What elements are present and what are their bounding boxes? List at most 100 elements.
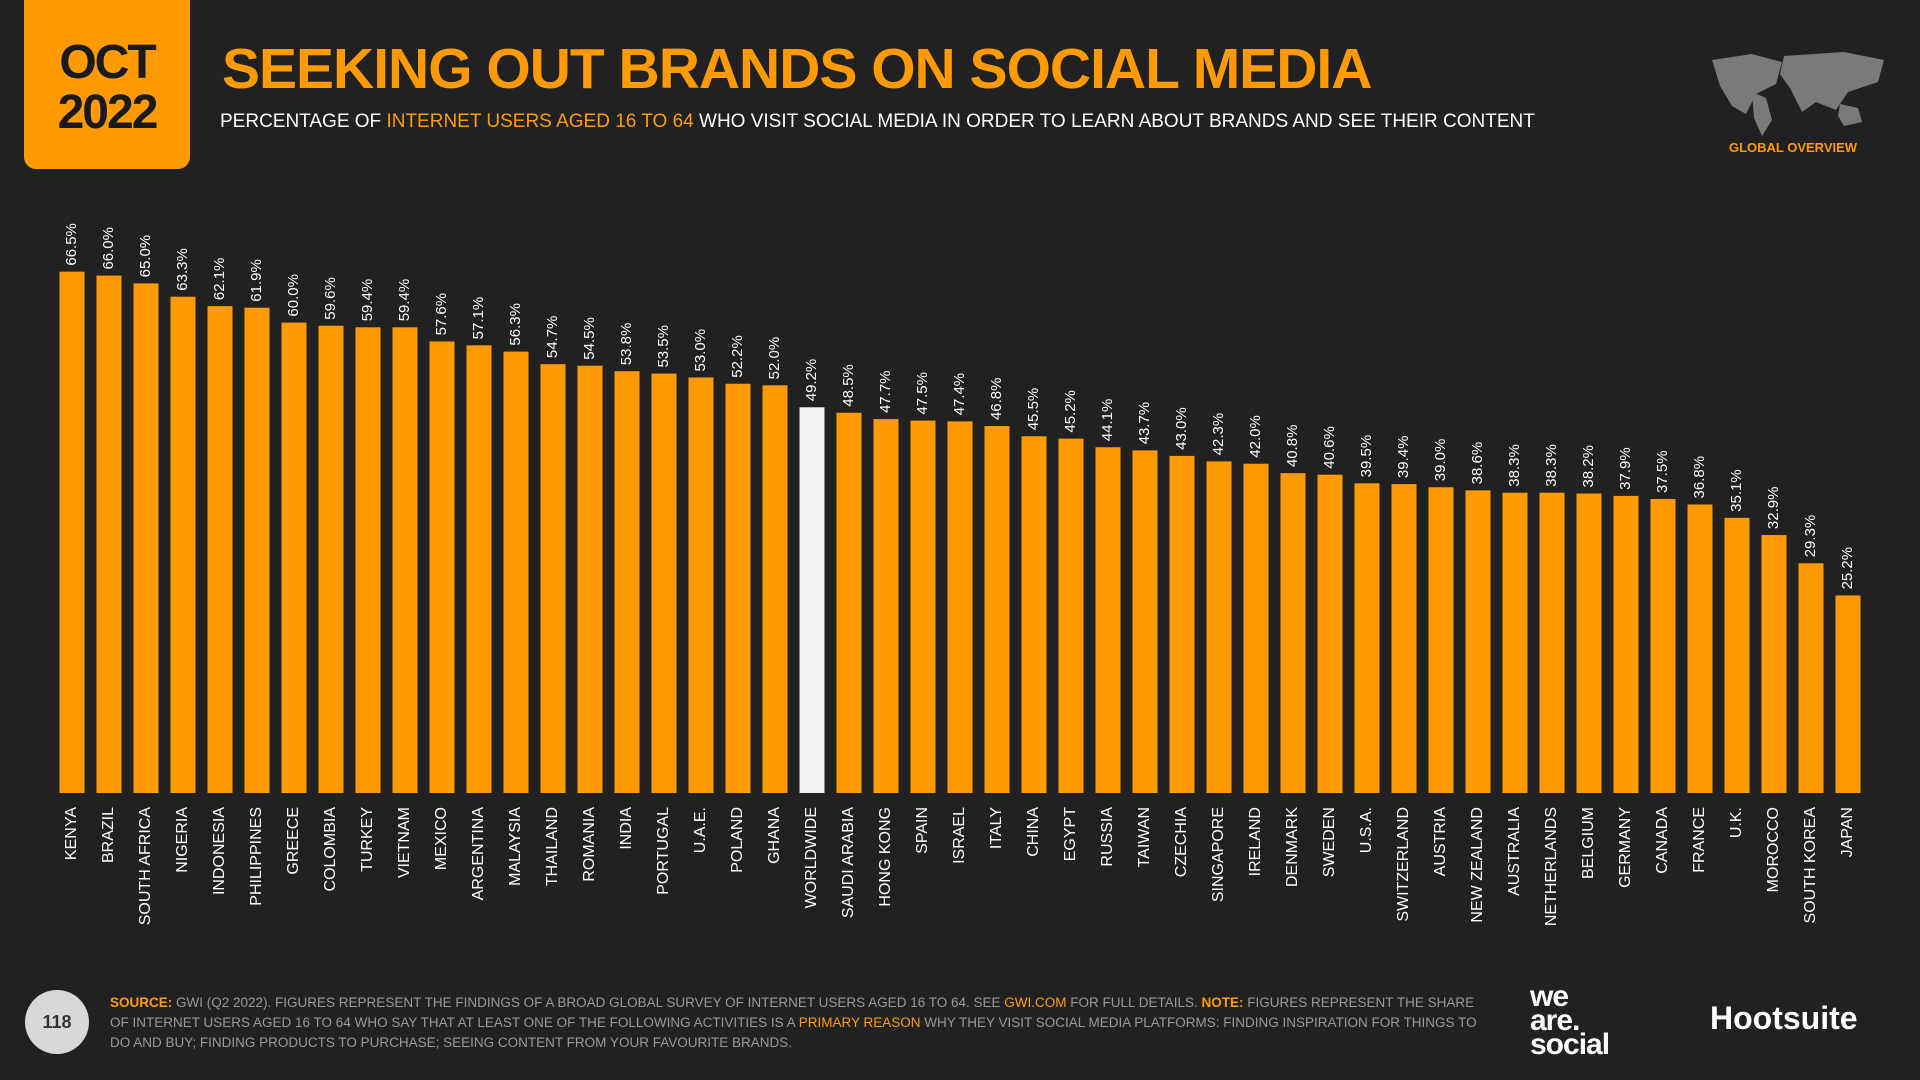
- value-label: 39.5%: [1358, 435, 1375, 478]
- x-tick-label: SPAIN: [914, 807, 931, 854]
- x-tick-label: VIETNAM: [396, 807, 413, 878]
- value-label: 65.0%: [137, 235, 154, 278]
- x-tick-label: GERMANY: [1617, 807, 1634, 888]
- value-label: 52.0%: [766, 337, 783, 380]
- bar: [1687, 504, 1713, 793]
- footnote: SOURCE: GWI (Q2 2022). FIGURES REPRESENT…: [110, 993, 1490, 1053]
- bar: [170, 296, 196, 793]
- value-label: 29.3%: [1802, 515, 1819, 558]
- value-label: 38.6%: [1469, 442, 1486, 485]
- bar: [1539, 492, 1565, 793]
- x-tick-label: ROMANIA: [581, 807, 598, 882]
- bar: [1132, 450, 1158, 793]
- note-text: WHY THEY VISIT SOCIAL MEDIA PLATFORMS: F…: [110, 1015, 1477, 1050]
- x-tick-label: KENYA: [63, 807, 80, 860]
- logo-line: we: [1530, 980, 1569, 1013]
- bar: [281, 322, 307, 793]
- source-link: GWI.COM: [1004, 995, 1067, 1010]
- x-tick-label: THAILAND: [544, 807, 561, 886]
- bar: [947, 421, 973, 793]
- value-label: 60.0%: [285, 274, 302, 317]
- bar: [1798, 563, 1824, 793]
- x-tick-label: HONG KONG: [877, 807, 894, 907]
- x-tick-label: PHILIPPINES: [248, 807, 265, 906]
- logo-line: are.: [1530, 1004, 1580, 1037]
- x-tick-label: JAPAN: [1839, 807, 1856, 857]
- value-label: 38.2%: [1580, 445, 1597, 488]
- x-tick-label: MOROCCO: [1765, 807, 1782, 892]
- value-label: 62.1%: [211, 258, 228, 301]
- x-tick-label: INDONESIA: [211, 807, 228, 895]
- value-label: 25.2%: [1839, 547, 1856, 590]
- x-tick-label: CZECHIA: [1173, 807, 1190, 878]
- bar: [207, 306, 233, 793]
- value-label: 42.3%: [1210, 413, 1227, 456]
- bar: [1021, 436, 1047, 793]
- bar: [577, 365, 603, 793]
- value-label: 38.3%: [1543, 444, 1560, 487]
- value-label: 59.4%: [359, 279, 376, 322]
- bar: [1761, 535, 1787, 793]
- x-tick-label: IRELAND: [1247, 807, 1264, 876]
- x-tick-label: U.A.E.: [692, 807, 709, 853]
- bar: [1724, 517, 1750, 793]
- world-map: [1712, 52, 1884, 136]
- bar: [1428, 487, 1454, 793]
- x-tick-label: NETHERLANDS: [1543, 807, 1560, 926]
- year: 2022: [57, 86, 159, 139]
- value-label: 66.0%: [100, 227, 117, 270]
- logo-line: social: [1530, 1028, 1610, 1061]
- x-tick-label: BELGIUM: [1580, 807, 1597, 879]
- value-label: 63.3%: [174, 248, 191, 291]
- bar: [1280, 473, 1306, 793]
- page-number: 118: [25, 990, 89, 1054]
- value-label: 38.3%: [1506, 444, 1523, 487]
- bar: [984, 426, 1010, 793]
- bar: [1465, 490, 1491, 793]
- bar: [1613, 495, 1639, 793]
- value-label: 39.0%: [1432, 439, 1449, 482]
- value-label: 32.9%: [1765, 487, 1782, 530]
- x-tick-label: INDIA: [618, 807, 635, 850]
- value-label: 47.5%: [914, 372, 931, 415]
- x-tick-label: RUSSIA: [1099, 807, 1116, 867]
- x-tick-label: TURKEY: [359, 807, 376, 872]
- value-label: 53.5%: [655, 325, 672, 368]
- x-tick-label: U.S.A.: [1358, 807, 1375, 853]
- bar: [651, 373, 677, 793]
- bar: [466, 345, 492, 793]
- x-tick-label: AUSTRALIA: [1506, 807, 1523, 896]
- subtitle-text: WHO VISIT SOCIAL MEDIA IN ORDER TO LEARN…: [693, 111, 1535, 132]
- value-label: 45.2%: [1062, 390, 1079, 433]
- value-label: 44.1%: [1099, 399, 1116, 442]
- value-label: 40.8%: [1284, 425, 1301, 468]
- value-label: 59.4%: [396, 279, 413, 322]
- x-tick-label: MALAYSIA: [507, 807, 524, 886]
- x-tick-label: MEXICO: [433, 807, 450, 870]
- value-label: 57.1%: [470, 297, 487, 340]
- x-tick-label: CHINA: [1025, 807, 1042, 857]
- value-label: 47.4%: [951, 373, 968, 416]
- bar: [59, 271, 85, 793]
- note-label: NOTE:: [1201, 995, 1244, 1010]
- subtitle-text: PERCENTAGE OF: [220, 111, 387, 132]
- bar: [1576, 493, 1602, 793]
- value-label: 48.5%: [840, 364, 857, 407]
- value-label: 47.7%: [877, 370, 894, 413]
- bar: [1206, 461, 1232, 793]
- bar: [429, 341, 455, 793]
- bar: [355, 327, 381, 793]
- note-highlight: PRIMARY REASON: [798, 1015, 921, 1030]
- value-label: 37.9%: [1617, 447, 1634, 490]
- month: OCT: [59, 36, 156, 89]
- value-label: 53.8%: [618, 323, 635, 366]
- bar: [1354, 483, 1380, 793]
- bar: [1835, 595, 1861, 793]
- bar: [1650, 499, 1676, 793]
- x-tick-label: FRANCE: [1691, 807, 1708, 873]
- bar: [244, 307, 270, 793]
- value-label: 52.2%: [729, 335, 746, 378]
- subtitle-highlight: INTERNET USERS AGED 16 TO 64: [386, 111, 694, 132]
- x-tick-label: POLAND: [729, 807, 746, 873]
